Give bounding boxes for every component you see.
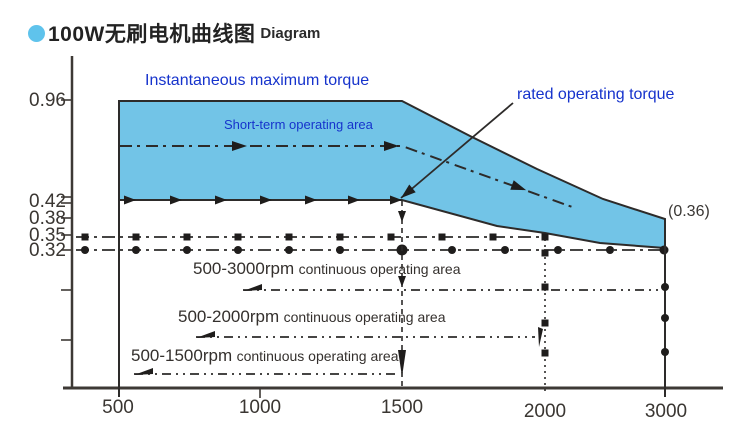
label-500-1500rpm-range: 500-1500rpm — [131, 346, 233, 365]
page-title: 100W无刷电机曲线图 Diagram — [28, 18, 320, 48]
annotation-short-term-area: Short-term operating area — [224, 117, 373, 132]
x-tick-1000: 1000 — [239, 397, 281, 418]
title-suffix: Diagram — [260, 24, 321, 42]
label-500-2000rpm-range: 500-2000rpm — [178, 307, 280, 326]
label-500-2000rpm-area: 500-2000rpm continuous operating area — [178, 307, 445, 327]
x-tick-500: 500 — [102, 397, 134, 418]
short-term-area-polygon — [118, 100, 666, 250]
title-text: 100W无刷电机曲线图 — [48, 23, 256, 46]
guide-3000rpm — [661, 219, 669, 397]
label-500-3000rpm-area: 500-3000rpm continuous operating area — [193, 259, 460, 279]
annotation-rated-operating-torque: rated operating torque — [517, 86, 675, 103]
rpm-500-3000-line — [243, 284, 663, 291]
x-tick-2000: 2000 — [524, 401, 566, 422]
guide-1500rpm — [398, 201, 406, 390]
label-500-1500rpm-area: 500-1500rpm continuous operating area — [131, 346, 398, 366]
rated-torque-pointer — [400, 102, 514, 199]
rated-torque-line-arrows — [124, 195, 402, 205]
y-tick-0.35: 0.35 — [29, 225, 66, 246]
label-500-1500rpm-suffix: continuous operating area — [236, 348, 399, 364]
x-tick-1500: 1500 — [381, 397, 423, 418]
continuous-0-32-line — [76, 244, 669, 256]
label-500-3000rpm-suffix: continuous operating area — [298, 261, 461, 277]
annotation-instantaneous-max-torque: Instantaneous maximum torque — [145, 72, 370, 89]
x-tick-3000: 3000 — [645, 401, 687, 422]
continuous-0-35-line — [76, 233, 545, 241]
rpm-500-2000-line — [196, 327, 543, 347]
bullet-icon — [28, 24, 45, 42]
y-tick-0.38: 0.38 — [29, 208, 66, 229]
label-500-2000rpm-suffix: continuous operating area — [283, 309, 446, 325]
rpm-500-1500-line — [134, 368, 398, 375]
guide-2000rpm — [541, 233, 549, 392]
annotation-torque-at-3000: (0.36) — [668, 203, 710, 220]
y-tick-0.42: 0.42 — [29, 191, 66, 212]
y-tick-0.32: 0.32 — [29, 240, 66, 261]
y-tick-0.96: 0.96 — [29, 90, 66, 111]
instantaneous-torque-dashed-line — [120, 141, 576, 209]
label-500-3000rpm-range: 500-3000rpm — [193, 259, 295, 278]
y-axis-ticks — [61, 99, 72, 341]
